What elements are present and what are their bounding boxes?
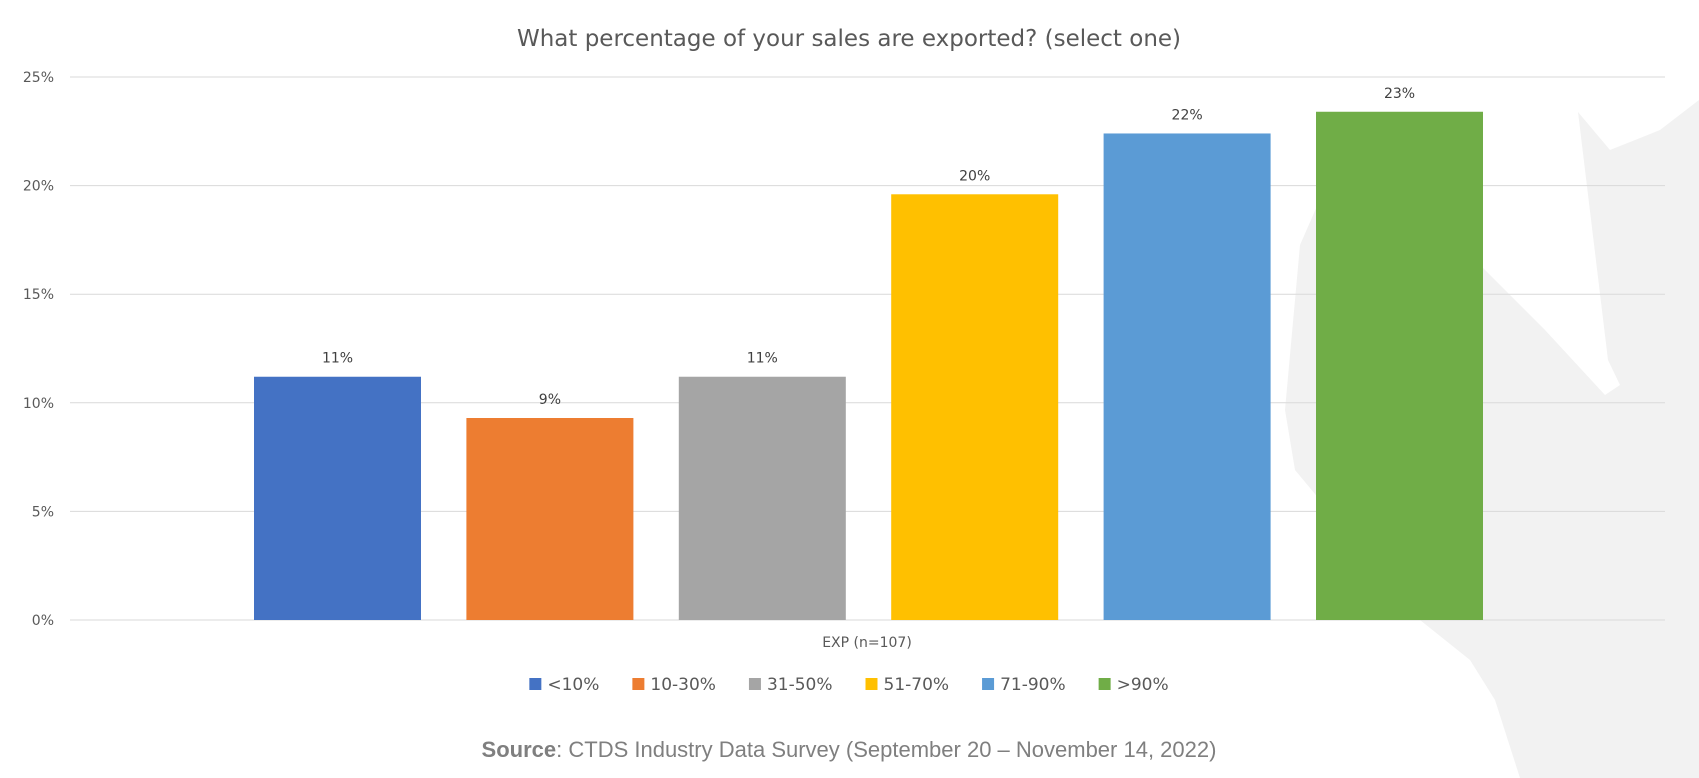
y-tick-label: 15%	[23, 287, 54, 303]
legend-swatch	[982, 678, 995, 690]
category-label: EXP (n=107)	[822, 635, 912, 651]
data-label: 22%	[1172, 107, 1203, 123]
legend-label: 71-90%	[1000, 675, 1066, 695]
y-tick-label: 20%	[23, 179, 54, 195]
legend-swatch	[632, 678, 645, 690]
data-label: 20%	[959, 168, 990, 184]
legend-swatch	[748, 678, 761, 690]
y-tick-label: 5%	[32, 504, 54, 520]
bar	[1103, 133, 1271, 621]
bar	[254, 376, 421, 620]
bar	[1316, 111, 1483, 620]
legend-label: 51-70%	[884, 675, 950, 695]
y-tick-label: 25%	[23, 70, 54, 86]
legend-label: <10%	[547, 675, 599, 695]
data-label: 23%	[1384, 86, 1415, 102]
source-note: Source: CTDS Industry Data Survey (Septe…	[482, 737, 1217, 762]
legend: <10% 10-30% 31-50% 51-70% 71-90% >90%	[529, 675, 1169, 695]
bar	[466, 418, 634, 620]
bar	[891, 194, 1059, 620]
y-tick-label: 10%	[23, 396, 54, 412]
bar-series	[254, 111, 1483, 621]
legend-label: 31-50%	[767, 675, 833, 695]
legend-label: >90%	[1117, 675, 1169, 695]
source-text: : CTDS Industry Data Survey (September 2…	[556, 737, 1216, 762]
legend-swatch	[1098, 678, 1111, 690]
source-bold: Source	[482, 737, 557, 762]
chart-title: What percentage of your sales are export…	[517, 26, 1181, 52]
bar	[678, 376, 846, 620]
legend-swatch	[529, 678, 542, 690]
data-label: 9%	[539, 392, 561, 408]
y-axis-ticks: 0% 5% 10% 15% 20% 25%	[23, 70, 54, 629]
legend-swatch	[865, 678, 878, 690]
data-label: 11%	[747, 351, 778, 367]
legend-label: 10-30%	[650, 675, 716, 695]
y-tick-label: 0%	[32, 613, 54, 629]
data-label: 11%	[322, 351, 353, 367]
data-labels: 11% 9% 11% 20% 22% 23%	[322, 86, 1415, 408]
